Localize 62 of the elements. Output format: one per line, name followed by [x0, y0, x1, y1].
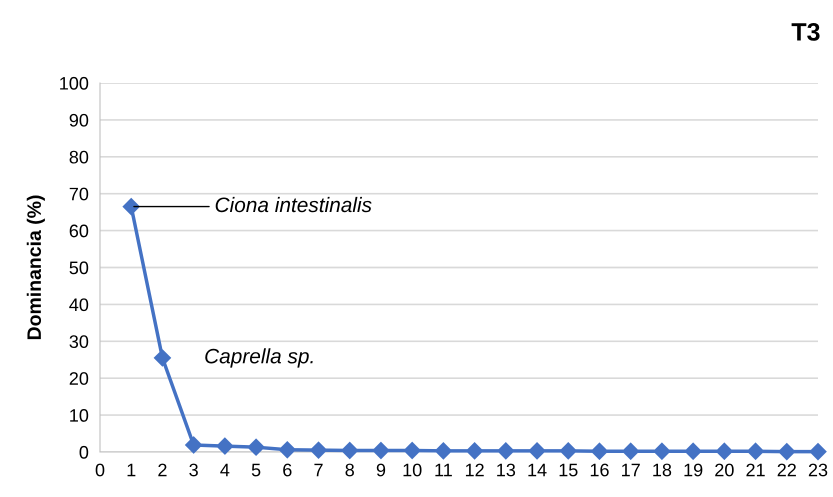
point — [122, 198, 140, 216]
y-tick-label: 20 — [70, 372, 88, 385]
point — [716, 442, 733, 460]
x-tick-label: 4 — [220, 464, 230, 476]
x-tick-label: 8 — [346, 464, 354, 476]
x-tick-label: 5 — [252, 464, 260, 476]
x-tick-label: 21 — [746, 464, 765, 476]
point — [404, 442, 421, 460]
x-tick-label: 6 — [283, 464, 292, 476]
chart-title: T3 — [792, 23, 820, 41]
y-tick-label: 30 — [69, 335, 88, 348]
y-axis-title: Dominancia (%) — [26, 196, 45, 340]
x-tick-label: 16 — [590, 464, 609, 476]
point — [653, 442, 670, 460]
x-tick-label: 22 — [778, 464, 796, 476]
y-tick-label: 70 — [70, 188, 88, 200]
point — [185, 436, 202, 454]
x-tick-label: 23 — [808, 464, 828, 476]
point — [310, 442, 328, 459]
point — [590, 442, 608, 460]
y-tick-label: 50 — [70, 261, 88, 274]
x-tick-label: 18 — [653, 464, 672, 476]
point — [497, 442, 514, 460]
annotation: Ciona intestinalis — [216, 196, 372, 212]
x-tick-label: 20 — [715, 464, 734, 476]
y-tick-label: 100 — [60, 76, 88, 90]
point — [154, 349, 171, 366]
x-tick-label: 7 — [314, 464, 323, 476]
x-tick-label: 13 — [497, 464, 516, 476]
y-tick-label: 40 — [69, 298, 88, 312]
x-tick-label: 9 — [376, 464, 386, 476]
x-tick-label: 19 — [684, 464, 702, 476]
point — [434, 442, 452, 460]
point — [466, 442, 484, 460]
y-tick-label: 80 — [70, 150, 88, 164]
point — [248, 438, 265, 456]
y-tick-label: 60 — [70, 224, 88, 238]
annotation: Caprella sp. — [205, 348, 313, 368]
y-tick-label: 10 — [70, 409, 88, 422]
point — [809, 443, 827, 460]
x-tick-label: 10 — [404, 464, 422, 476]
x-tick-label: 14 — [528, 464, 547, 476]
point — [684, 442, 702, 460]
x-tick-label: 17 — [622, 464, 640, 476]
point — [372, 442, 390, 460]
point — [747, 442, 764, 460]
point — [560, 442, 577, 460]
y-tick-label: 0 — [80, 446, 88, 459]
x-tick-label: 3 — [189, 464, 198, 476]
point — [341, 442, 358, 460]
x-tick-label: 12 — [466, 464, 484, 476]
point — [528, 442, 546, 460]
point — [778, 443, 796, 460]
x-tick-label: 11 — [435, 464, 452, 476]
point — [622, 442, 640, 460]
point — [278, 441, 296, 458]
x-tick-label: 0 — [96, 464, 104, 476]
point — [216, 438, 234, 455]
y-tick-label: 90 — [70, 114, 88, 127]
x-tick-label: 2 — [158, 464, 167, 476]
x-tick-label: 1 — [128, 464, 136, 476]
x-tick-label: 15 — [560, 464, 578, 476]
